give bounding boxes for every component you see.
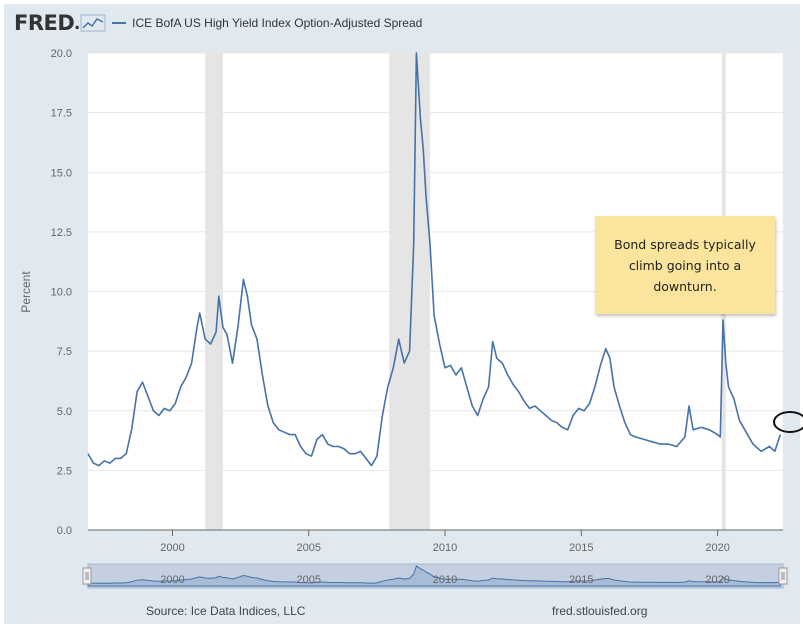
y-tick-label-3: 7.5	[57, 346, 72, 358]
source-credit: Source: Ice Data Indices, LLC	[146, 604, 306, 618]
series-title: ICE BofA US High Yield Index Option-Adju…	[132, 16, 423, 30]
navigator-labels: 2000 2005 2010 2015 2020	[160, 574, 730, 586]
navigator-label-2: 2010	[433, 574, 457, 586]
annotation-text: Bond spreads typically climb going into …	[614, 236, 756, 294]
gridlines	[88, 52, 783, 471]
navigator-handle-right[interactable]	[778, 567, 788, 585]
navigator-label-1: 2005	[297, 574, 321, 586]
y-tick-label-8: 20.0	[51, 48, 72, 60]
y-tick-label-6: 15.0	[51, 167, 72, 179]
y-axis: 0.0 2.5 5.0 7.5 10.0 12.5 15.0 17.5 20.0	[51, 48, 72, 537]
annotation-tail	[760, 300, 774, 314]
y-tick-label-5: 12.5	[51, 227, 72, 239]
series-line-0	[87, 52, 782, 467]
x-tick-label-2: 2010	[433, 542, 457, 554]
navigator-label-3: 2015	[569, 574, 593, 586]
x-axis: 2000 2005 2010 2015 2020	[160, 530, 730, 554]
series-group	[87, 52, 782, 467]
y-tick-label-0: 0.0	[57, 525, 72, 537]
chart-icon	[80, 14, 106, 32]
fred-logo[interactable]: FRED	[14, 11, 75, 35]
chart-header: FRED . ICE BofA US High Yield Index Opti…	[14, 11, 422, 35]
navigator-line-0	[87, 565, 781, 587]
fred-logo-dot: .	[74, 11, 81, 34]
y-axis-title: Percent	[19, 271, 33, 313]
x-tick-label-3: 2015	[569, 542, 593, 554]
legend-line-swatch	[112, 22, 127, 24]
site-credit[interactable]: fred.stlouisfed.org	[552, 604, 648, 618]
navigator-handle-left[interactable]	[82, 567, 92, 585]
navigator-label-0: 2000	[160, 574, 184, 586]
y-tick-label-1: 2.5	[57, 465, 72, 477]
y-tick-label-7: 17.5	[51, 108, 72, 120]
y-tick-label-4: 10.0	[51, 287, 72, 299]
navigator-series	[87, 565, 781, 587]
x-tick-label-4: 2020	[705, 542, 729, 554]
annotation-note: Bond spreads typically climb going into …	[595, 216, 775, 314]
x-tick-label-0: 2000	[160, 542, 184, 554]
emphasis-circle	[773, 411, 803, 433]
x-tick-label-1: 2005	[297, 542, 321, 554]
y-tick-label-2: 5.0	[57, 406, 72, 418]
navigator-label-4: 2020	[705, 574, 729, 586]
